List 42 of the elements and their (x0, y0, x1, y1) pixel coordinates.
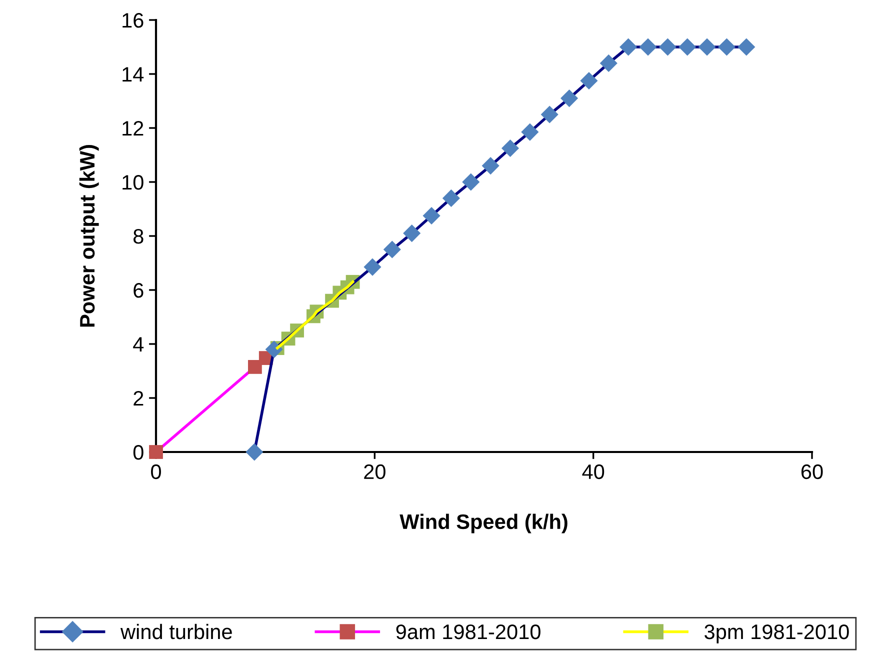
point (462, 173, 480, 191)
y-tick-label: 16 (122, 13, 144, 28)
y-tick-label: 6 (134, 283, 144, 298)
point (540, 106, 558, 124)
point (698, 38, 716, 56)
point (620, 38, 638, 56)
y-tick-label: 14 (122, 67, 144, 82)
legend-label: wind turbine (120, 624, 232, 640)
y-tick-label: 4 (133, 337, 144, 352)
point (600, 54, 618, 72)
point (403, 224, 421, 242)
point (383, 240, 401, 258)
point (422, 206, 440, 225)
point (248, 360, 262, 374)
y-tick-label: 2 (134, 391, 144, 406)
point (678, 38, 696, 56)
x-axis-title: Wind Speed (k/h) (400, 514, 568, 534)
x-tick-label: 60 (801, 464, 823, 480)
x-tick-label: 40 (582, 464, 604, 480)
y-tick-label: 10 (122, 175, 144, 190)
point (738, 38, 756, 56)
legend-label: 9am 1981-2010 (396, 624, 540, 640)
point (718, 38, 736, 56)
point (265, 340, 283, 358)
y-axis-title: Power output (kW) (79, 145, 99, 327)
legend-label: 3pm 1981-2010 (704, 624, 849, 644)
y-tick-label: 0 (133, 445, 144, 460)
point (521, 123, 539, 141)
point (149, 445, 163, 459)
point (501, 139, 520, 158)
x-tick-label: 0 (151, 464, 161, 480)
point (580, 72, 598, 90)
point (639, 38, 657, 56)
y-tick-label: 8 (134, 229, 144, 244)
point (442, 189, 460, 207)
x-tick-label: 20 (364, 464, 386, 480)
point (658, 38, 676, 56)
point (482, 157, 500, 175)
point (246, 443, 264, 461)
y-tick-label: 12 (122, 121, 144, 136)
point (364, 258, 382, 276)
point (560, 90, 578, 108)
